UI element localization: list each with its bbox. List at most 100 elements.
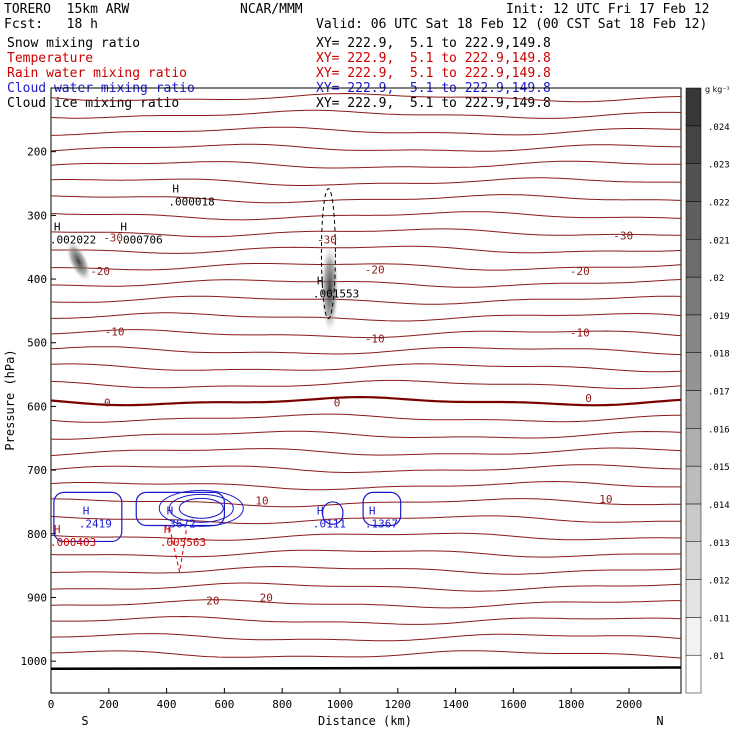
isotherm [50, 532, 682, 541]
x-tick-label: 1000 [327, 698, 354, 711]
isotherm [50, 329, 682, 339]
ground-line [50, 666, 682, 671]
colorbar-segment [685, 428, 702, 467]
colorbar-segment [685, 87, 702, 127]
temperature-label: 10 [255, 495, 268, 508]
isotherm [50, 633, 682, 642]
isotherm [51, 263, 682, 271]
y-tick-label: 800 [27, 528, 47, 541]
colorbar-label: .023 [708, 161, 730, 171]
isotherm [50, 413, 681, 423]
isotherm [50, 498, 682, 508]
temperature-label: 20 [260, 591, 273, 604]
cloud-water-contours [53, 489, 402, 573]
x-tick-label: 800 [272, 698, 292, 711]
colorbar-label: .021 [708, 236, 730, 246]
temperature-label: -20 [90, 265, 110, 278]
temperature-label: -30 [613, 230, 633, 243]
y-tick-label: 600 [27, 400, 47, 413]
isotherm [50, 211, 682, 221]
model-title: TORERO 15km ARW [4, 2, 130, 17]
x-axis-label: Distance (km) [318, 714, 412, 728]
ice-core [66, 240, 91, 282]
colorbar-label: .015 [708, 463, 730, 473]
colorbar-segment [685, 201, 702, 240]
x-tick-label: 0 [48, 698, 55, 711]
isotherm [50, 515, 681, 525]
field-temperature-name: Temperature [7, 51, 94, 66]
x-tick-label: 400 [157, 698, 177, 711]
y-tick-label: 500 [27, 337, 47, 350]
rain-contour [168, 527, 188, 573]
x-tick-label: 600 [214, 698, 234, 711]
snow-contour [320, 188, 336, 320]
isotherm [50, 396, 682, 407]
isotherm [50, 126, 682, 136]
colorbar-segment [685, 314, 702, 353]
colorbar-label: .019 [708, 312, 730, 322]
max-marker: H [369, 505, 376, 518]
snow-core [320, 243, 339, 334]
temperature-label: -10 [570, 327, 590, 340]
isotherm [50, 109, 682, 119]
colorbar-label: .016 [708, 425, 730, 435]
isotherm [50, 194, 682, 204]
colorbar-label: .018 [708, 350, 730, 360]
colorbar-segment [685, 579, 702, 618]
isotherm [50, 379, 682, 390]
temperature-label: -10 [105, 325, 125, 338]
colorbar-segment [685, 541, 702, 580]
colorbar-segment [685, 276, 702, 316]
isotherm [50, 599, 681, 609]
temperature-label: 0 [334, 397, 341, 410]
cloud-water-contour [362, 491, 402, 527]
x-tick-label: 1400 [442, 698, 469, 711]
max-value-label: .2419 [79, 518, 112, 531]
x-tick-label: 200 [99, 698, 119, 711]
isotherm [50, 480, 681, 491]
isotherm [50, 160, 681, 169]
colorbar-segment [685, 465, 702, 505]
colorbar-label: .024 [708, 123, 730, 133]
isotherm [50, 430, 682, 440]
temperature-label: -20 [570, 265, 590, 278]
max-value-label: .3672 [163, 518, 196, 531]
max-marker: H [120, 221, 127, 234]
isotherm [51, 279, 682, 288]
max-marker: H [167, 505, 174, 518]
isotherm [51, 245, 682, 254]
colorbar-segment [685, 163, 702, 202]
center-title: NCAR/MMM [240, 2, 303, 17]
init-time: Init: 12 UTC Fri 17 Feb 12 [506, 2, 710, 17]
isotherm [50, 228, 681, 238]
cloud-water-contour [178, 497, 224, 519]
max-marker: H [172, 182, 179, 195]
isotherm [50, 464, 682, 473]
y-tick-label: 200 [27, 146, 47, 159]
x-tick-label: 1600 [500, 698, 527, 711]
isotherm [50, 143, 681, 152]
max-marker: H [54, 523, 61, 536]
isotherm [50, 447, 682, 456]
max-value-label: .002022 [50, 234, 96, 247]
isotherm [50, 346, 682, 356]
isotherm [50, 363, 682, 373]
max-value-label: .1367 [365, 518, 398, 531]
colorbar: .01 .011 .012 .013 .014 .015 .016 .017 .018 .019.… [685, 85, 730, 694]
colorbar-segment [685, 239, 702, 278]
x-tick-label: 1800 [558, 698, 585, 711]
field-temperature-xy: XY= 222.9, 5.1 to 222.9,149.8 [316, 51, 551, 66]
y-tick-label: 900 [27, 591, 47, 604]
cloud-water-contour [168, 493, 234, 523]
colorbar-segment [685, 125, 702, 164]
isotherm [50, 582, 682, 592]
field-cloudice-name: Cloud ice mixing ratio [7, 96, 180, 111]
colorbar-segment [685, 617, 702, 656]
colorbar-label: .011 [708, 614, 730, 624]
cloud-water-contour [53, 491, 123, 543]
isotherm [51, 615, 682, 625]
max-marker: H [317, 275, 324, 288]
isotherm [50, 92, 682, 103]
colorbar-label: .017 [708, 388, 730, 398]
contour-labels: -30 -30 -30 -20 -20 -20 -10 -10 -10 0 0 0 10 10 20 20 H.… [50, 182, 633, 607]
